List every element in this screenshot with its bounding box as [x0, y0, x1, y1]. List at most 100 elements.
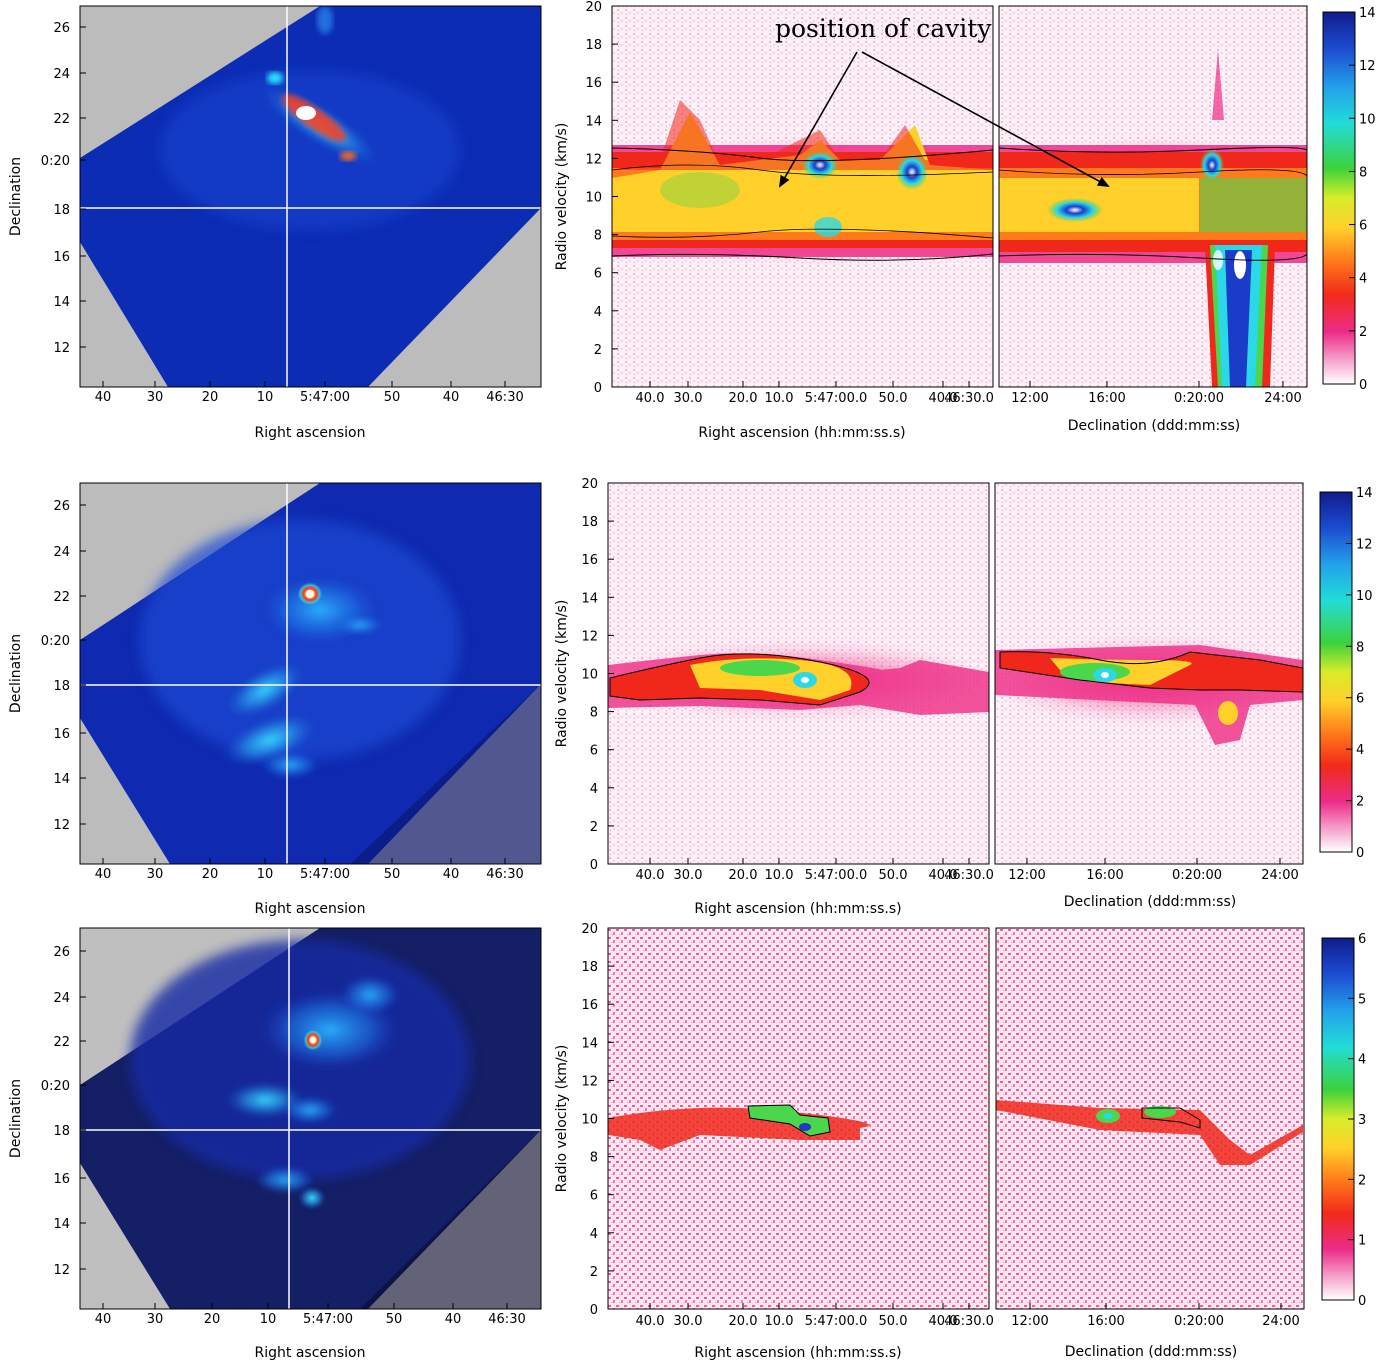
colorbar-tick-label: 6 — [1358, 932, 1366, 947]
pv-ra-tick-label: 30.0 — [674, 1314, 703, 1329]
pv-ra-tick-label: 40.0 — [929, 391, 958, 406]
map-dec-tick-label: 26 — [53, 499, 70, 514]
pv-velocity-tick-label: 8 — [594, 229, 602, 244]
map-ra-tick-label: 40 — [95, 1312, 112, 1327]
map-ra-tick-label: 5:47:00 — [300, 390, 350, 405]
pv-dec-panel-2 — [994, 482, 1304, 865]
map-ra-tick-label: 46:30 — [486, 867, 523, 882]
colorbar-tick-label: 2 — [1358, 1173, 1366, 1188]
map-ra-tick-label: 5:47:00 — [303, 1312, 353, 1327]
map-ra-tick-label: 10 — [257, 390, 274, 405]
pv-velocity-tick-label: 20 — [585, 0, 602, 15]
pv-dec-tick-label: 12:00 — [1011, 1314, 1048, 1329]
pv-velocity-tick-label: 14 — [581, 1036, 598, 1051]
pv-dec-tick-label: 0:20:00 — [1174, 391, 1224, 406]
map-ra-tick-label: 40 — [443, 867, 460, 882]
pv-velocity-tick-label: 10 — [581, 1113, 598, 1128]
map-dec-tick-label: 22 — [53, 1035, 70, 1050]
map-ra-tick-label: 46:30 — [486, 390, 523, 405]
map-xlabel: Right ascension — [255, 425, 366, 441]
pv-dec-xlabel: Declination (ddd:mm:ss) — [1065, 1344, 1237, 1360]
map-ra-tick-label: 50 — [386, 1312, 403, 1327]
colorbar-tick-label: 6 — [1356, 692, 1364, 707]
pv-ra-tick-label: 20.0 — [729, 391, 758, 406]
pv-velocity-tick-label: 8 — [590, 706, 598, 721]
map-ra-tick-label: 46:30 — [488, 1312, 525, 1327]
map-dec-tick-label: 14 — [53, 1217, 70, 1232]
pv-velocity-ylabel: Radio velocity (km/s) — [554, 123, 570, 271]
pv-ra-tick-label: 20.0 — [729, 1314, 758, 1329]
pv-dec-tick-label: 16:00 — [1087, 1314, 1124, 1329]
pv-velocity-tick-label: 2 — [590, 1265, 598, 1280]
pv-velocity-tick-label: 4 — [594, 305, 602, 320]
colorbar-tick-label: 14 — [1356, 486, 1373, 501]
pv-ra-tick-label: 40.0 — [929, 1314, 958, 1329]
pv-ra-tick-label: 10.0 — [765, 868, 794, 883]
pv-dec-xlabel: Declination (ddd:mm:ss) — [1064, 894, 1236, 910]
pv-velocity-tick-label: 0 — [594, 381, 602, 396]
pv-ra-tick-label: 46:30.0 — [944, 1314, 994, 1329]
pv-ra-panel-1 — [611, 5, 994, 388]
map-dec-tick-label: 0:20 — [41, 634, 70, 649]
map-panel-2 — [79, 482, 542, 865]
colorbar-1 — [1322, 11, 1356, 385]
pv-ra-tick-label: 40.0 — [636, 391, 665, 406]
axis-labels: 40 30 20 10 5:47:00 50 40 46:302624220:20181614… — [8, 0, 1376, 1361]
map-ylabel: Declination — [8, 157, 24, 236]
pv-dec-tick-label: 0:20:00 — [1172, 868, 1222, 883]
colorbar-tick-label: 8 — [1359, 165, 1367, 180]
pv-ra-tick-label: 10.0 — [765, 391, 794, 406]
colorbar-tick-label: 10 — [1359, 112, 1376, 127]
annotation-text: position of cavity — [775, 14, 992, 43]
map-dec-tick-label: 12 — [53, 1263, 70, 1278]
colorbar-tick-label: 3 — [1358, 1113, 1366, 1128]
pv-velocity-tick-label: 2 — [590, 820, 598, 835]
map-ra-tick-label: 20 — [202, 390, 219, 405]
map-ra-tick-label: 5:47:00 — [300, 867, 350, 882]
pv-ra-tick-label: 40.0 — [636, 1314, 665, 1329]
pv-velocity-tick-label: 8 — [590, 1151, 598, 1166]
pv-ra-tick-label: 5:47:00.0 — [805, 391, 868, 406]
colorbar-tick-label: 12 — [1356, 537, 1373, 552]
map-dec-tick-label: 14 — [53, 772, 70, 787]
pv-ra-panel-2 — [607, 482, 990, 865]
colorbar-tick-label: 8 — [1356, 640, 1364, 655]
pv-ra-xlabel: Right ascension (hh:mm:ss.s) — [694, 901, 901, 917]
map-ra-tick-label: 40 — [95, 867, 112, 882]
pv-dec-tick-label: 12:00 — [1008, 868, 1045, 883]
pv-velocity-tick-label: 2 — [594, 343, 602, 358]
pv-velocity-tick-label: 20 — [581, 477, 598, 492]
pv-ra-tick-label: 50.0 — [879, 1314, 908, 1329]
map-xlabel: Right ascension — [255, 1345, 366, 1361]
map-ra-tick-label: 50 — [384, 867, 401, 882]
map-ra-tick-label: 40 — [443, 390, 460, 405]
map-ra-tick-label: 30 — [147, 1312, 164, 1327]
pv-ra-tick-label: 30.0 — [674, 391, 703, 406]
pv-dec-panel-3 — [995, 927, 1305, 1310]
colorbar-tick-label: 10 — [1356, 589, 1373, 604]
map-dec-tick-label: 24 — [53, 545, 70, 560]
pv-velocity-tick-label: 16 — [581, 998, 598, 1013]
pv-ra-tick-label: 46:30.0 — [944, 868, 994, 883]
colorbar-tick-label: 4 — [1356, 743, 1364, 758]
pv-ra-tick-label: 5:47:00.0 — [805, 1314, 868, 1329]
pv-dec-tick-label: 16:00 — [1086, 868, 1123, 883]
pv-velocity-tick-label: 12 — [585, 152, 602, 167]
map-dec-tick-label: 0:20 — [41, 1079, 70, 1094]
pv-velocity-tick-label: 20 — [581, 922, 598, 937]
map-panel-3 — [79, 927, 542, 1310]
map-dec-tick-label: 18 — [53, 679, 70, 694]
pv-velocity-tick-label: 10 — [581, 668, 598, 683]
pv-dec-panel-1 — [998, 5, 1308, 388]
pv-velocity-tick-label: 12 — [581, 1074, 598, 1089]
pv-ra-tick-label: 40.0 — [929, 868, 958, 883]
pv-velocity-tick-label: 6 — [590, 1189, 598, 1204]
map-ylabel: Declination — [8, 634, 24, 713]
map-ra-tick-label: 10 — [257, 867, 274, 882]
map-dec-tick-label: 22 — [53, 112, 70, 127]
pv-ra-tick-label: 30.0 — [674, 868, 703, 883]
colorbar-tick-label: 4 — [1358, 1053, 1366, 1068]
map-dec-tick-label: 22 — [53, 590, 70, 605]
map-ra-tick-label: 20 — [204, 1312, 221, 1327]
colorbar-tick-label: 5 — [1358, 992, 1366, 1007]
